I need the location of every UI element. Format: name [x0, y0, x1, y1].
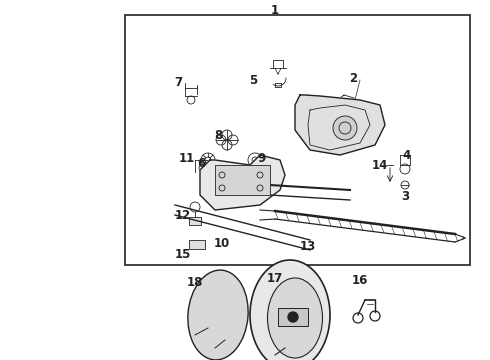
Text: 1: 1: [271, 4, 279, 17]
Ellipse shape: [188, 270, 248, 360]
Bar: [189, 240, 205, 249]
Text: 8: 8: [214, 129, 222, 141]
Text: 16: 16: [352, 274, 368, 287]
Ellipse shape: [250, 260, 330, 360]
Text: 17: 17: [267, 271, 283, 284]
Text: 12: 12: [175, 208, 191, 221]
Circle shape: [288, 312, 298, 322]
Ellipse shape: [268, 278, 322, 358]
Text: 4: 4: [403, 149, 411, 162]
Text: 13: 13: [300, 239, 316, 252]
Text: 11: 11: [179, 152, 195, 165]
Text: 6: 6: [197, 157, 205, 170]
Polygon shape: [295, 95, 385, 155]
Text: 14: 14: [372, 158, 388, 171]
Text: 5: 5: [249, 73, 257, 86]
Bar: [189, 217, 201, 225]
Text: 18: 18: [187, 276, 203, 289]
Bar: [278, 308, 308, 326]
Text: 9: 9: [257, 152, 265, 165]
Text: 3: 3: [401, 189, 409, 202]
Text: 10: 10: [214, 237, 230, 249]
Text: 2: 2: [349, 72, 357, 85]
Polygon shape: [200, 155, 285, 210]
Text: 7: 7: [174, 76, 182, 89]
Text: 15: 15: [175, 248, 191, 261]
Bar: [215, 165, 270, 195]
Bar: [125, 15, 470, 265]
Circle shape: [333, 116, 357, 140]
